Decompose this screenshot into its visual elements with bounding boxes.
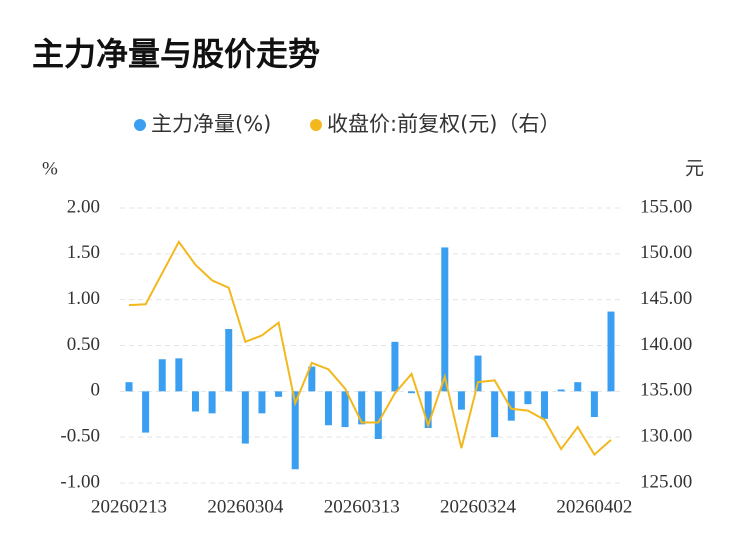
bar <box>142 391 150 433</box>
bar <box>574 382 582 392</box>
bar <box>275 391 283 397</box>
y-tick-label: 1.00 <box>67 288 100 309</box>
y2-tick-label: 140.00 <box>640 334 692 355</box>
bar <box>191 391 199 412</box>
bar <box>590 391 598 417</box>
y-tick-label: 1.50 <box>67 242 100 263</box>
y-tick-label: -0.50 <box>60 426 100 447</box>
bar <box>457 391 465 410</box>
bar <box>125 382 133 392</box>
bar <box>408 391 416 394</box>
y2-tick-label: 155.00 <box>640 196 692 217</box>
bar <box>175 358 183 392</box>
y2-tick-label: 150.00 <box>640 242 692 263</box>
x-tick-label: 20260304 <box>207 496 284 517</box>
bar <box>358 391 366 425</box>
bar <box>374 391 382 439</box>
y2-tick-label: 125.00 <box>640 471 692 492</box>
bar <box>308 366 316 392</box>
bar <box>557 389 565 392</box>
legend-label: 主力净量(%) <box>151 112 271 136</box>
chart-title: 主力净量与股价走势 <box>32 35 320 73</box>
bar <box>491 391 499 438</box>
x-tick-label: 20260324 <box>440 496 517 517</box>
legend-marker <box>310 119 322 131</box>
legend-label: 收盘价:前复权(元)（右） <box>327 112 560 136</box>
y-tick-label: -1.00 <box>60 471 100 492</box>
bar <box>524 391 532 405</box>
bar <box>158 359 166 392</box>
bar <box>341 391 349 428</box>
y-tick-label: 0.50 <box>67 334 100 355</box>
y-tick-label: 0 <box>91 380 101 401</box>
bar <box>241 391 249 444</box>
line <box>128 240 612 457</box>
bar <box>291 391 299 470</box>
bar <box>507 391 515 421</box>
bar <box>391 341 399 392</box>
x-tick-label: 20260402 <box>556 496 632 517</box>
y2-tick-label: 135.00 <box>640 380 692 401</box>
x-tick-label: 20260213 <box>91 496 167 517</box>
bar <box>474 355 482 392</box>
y-axis-label: % <box>42 158 58 179</box>
y2-tick-label: 145.00 <box>640 288 692 309</box>
bar <box>607 311 615 392</box>
y-tick-label: 2.00 <box>67 196 100 217</box>
y2-tick-label: 130.00 <box>640 426 692 447</box>
bar <box>541 391 549 419</box>
bar <box>258 391 266 414</box>
bar <box>225 329 233 392</box>
bar <box>208 391 216 414</box>
bar <box>324 391 332 426</box>
bar <box>424 391 432 428</box>
x-tick-label: 20260313 <box>324 496 400 517</box>
y2-axis-label: 元 <box>685 158 704 179</box>
bar <box>441 247 449 392</box>
legend-marker <box>134 119 146 131</box>
